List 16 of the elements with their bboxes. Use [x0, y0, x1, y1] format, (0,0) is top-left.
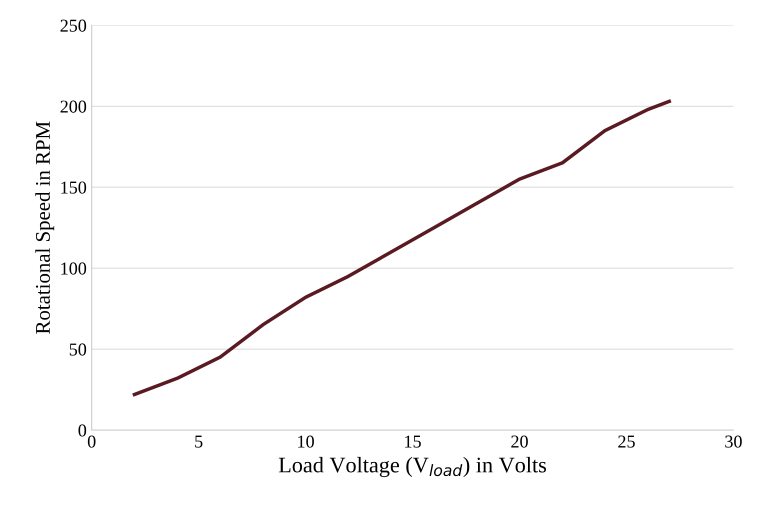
- y-tick-label: 50: [70, 343, 86, 356]
- y-tick-label: 0: [78, 424, 86, 437]
- x-tick-label: 30: [725, 435, 742, 448]
- y-axis-title: Rotational Speed in RPM: [35, 122, 54, 334]
- y-tick-label: 100: [61, 262, 86, 275]
- x-tick-label: 0: [88, 435, 96, 448]
- x-tick-label: 20: [511, 435, 528, 448]
- x-tick-label: 15: [405, 436, 421, 448]
- x-tick-label: 5: [195, 436, 202, 448]
- x-axis-title: Load Voltage (V$_{load}$) in Volts: [278, 456, 546, 478]
- x-tick-label: 25: [618, 436, 635, 448]
- y-tick-label: 200: [60, 100, 86, 113]
- y-tick-label: 250: [60, 20, 86, 32]
- line-series: [132, 100, 671, 396]
- x-tick-label: 10: [298, 435, 314, 448]
- y-tick-label: 150: [61, 181, 86, 194]
